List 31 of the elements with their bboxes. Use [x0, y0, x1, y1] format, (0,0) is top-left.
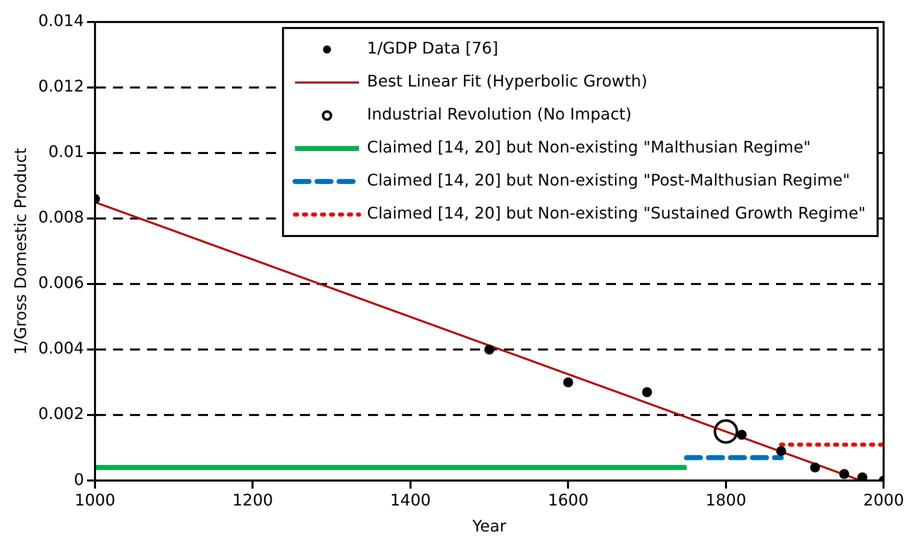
y-tick-label: 0.012 [38, 76, 84, 96]
x-tick-label: 1800 [706, 490, 746, 510]
y-tick-label: 0.008 [38, 208, 84, 227]
point [776, 446, 786, 456]
legend-label: Claimed [14, 20] but Non-existing "Sustained Growth Regime" [367, 204, 866, 223]
y-tick-label: 0.006 [38, 273, 84, 292]
point [810, 462, 820, 472]
x-tick-label: 1400 [390, 490, 431, 510]
legend-label: Claimed [14, 20] but Non-existing "Post-Malthusian Regime" [367, 170, 850, 190]
x-tick-label: 1600 [548, 490, 589, 510]
legend-label: Claimed [14, 20] but Non-existing "Malthusian Regime" [367, 138, 811, 157]
x-axis-title: Year [471, 516, 507, 536]
x-tick-label: 1000 [74, 490, 116, 510]
point [857, 472, 868, 481]
x-tick-label: 1200 [232, 490, 274, 510]
legend-label: Best Linear Fit (Hyperbolic Growth) [367, 72, 648, 91]
y-tick-label: 0.01 [48, 142, 84, 162]
point [714, 419, 738, 444]
x-tick-label: 2000 [863, 490, 904, 510]
point [642, 387, 652, 398]
point [484, 344, 494, 355]
y-tick-label: 0.002 [38, 404, 84, 424]
legend-label: 1/GDP Data [76] [367, 38, 498, 58]
y-tick-label: 0.004 [38, 338, 84, 358]
y-axis-title: 1/Gross Domestic Product [10, 148, 30, 355]
point [839, 469, 850, 480]
y-tick-label: 0 [74, 470, 84, 489]
point [736, 430, 747, 440]
point [563, 377, 574, 388]
y-tick-label: 0.014 [38, 11, 84, 30]
legend-label: Industrial Revolution (No Impact) [367, 104, 632, 124]
